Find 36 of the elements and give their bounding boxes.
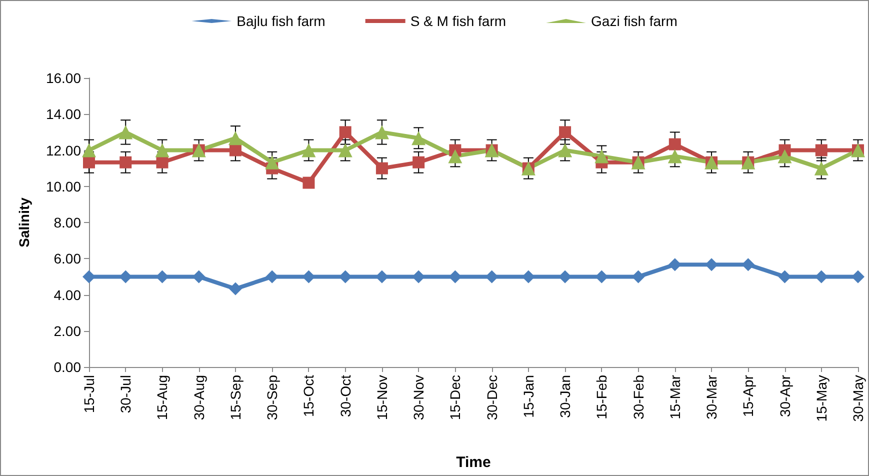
y-tick-label: 4.00 [54, 286, 82, 303]
legend-label: S & M fish farm [410, 13, 506, 29]
x-tick-label: 15-Sep [227, 374, 244, 420]
x-tick-label: 30-Oct [337, 374, 354, 418]
y-tick-label: 16.00 [46, 70, 82, 86]
y-tick-label: 10.00 [46, 178, 82, 194]
x-tick-label: 15-Nov [374, 375, 390, 420]
x-tick-label: 15-Jan [520, 375, 536, 418]
x-tick-label: 30-Aug [190, 375, 207, 420]
x-tick-label: 15-Oct [300, 374, 317, 418]
y-tick-label: 8.00 [54, 214, 82, 230]
x-tick-label: 15-Aug [154, 375, 170, 420]
x-tick-label: 30-Mar [704, 374, 720, 420]
legend-label: Gazi fish farm [591, 13, 678, 29]
y-axis-title: Salinity [16, 197, 32, 248]
x-tick-label: 30-Jan [557, 375, 574, 418]
x-tick-label: 15-Apr [740, 374, 756, 418]
x-tick-label: 15-Mar [666, 374, 683, 420]
x-tick-label: 15-Jul [81, 375, 97, 414]
x-axis-title: Time [456, 454, 491, 471]
y-tick-label: 14.00 [46, 106, 82, 122]
y-tick-label: 12.00 [46, 142, 82, 158]
x-tick-label: 30-May [850, 375, 866, 422]
x-tick-label: 30-Dec [484, 375, 500, 420]
y-tick-label: 6.00 [54, 250, 82, 267]
x-tick-label: 30-Feb [630, 374, 646, 420]
x-tick-label: 15-Feb [594, 374, 610, 420]
x-tick-label: 15-Dec [447, 375, 464, 420]
x-tick-label: 30-Apr [776, 374, 793, 418]
x-tick-label: 30-Jul [118, 375, 134, 414]
x-tick-label: 30-Sep [264, 374, 280, 420]
y-tick-label: 2.00 [54, 322, 82, 339]
legend-label: Bajlu fish farm [236, 13, 326, 29]
x-tick-label: 30-Nov [410, 375, 427, 420]
x-tick-label: 15-May [813, 375, 830, 422]
y-tick-label: 0.00 [54, 359, 82, 375]
